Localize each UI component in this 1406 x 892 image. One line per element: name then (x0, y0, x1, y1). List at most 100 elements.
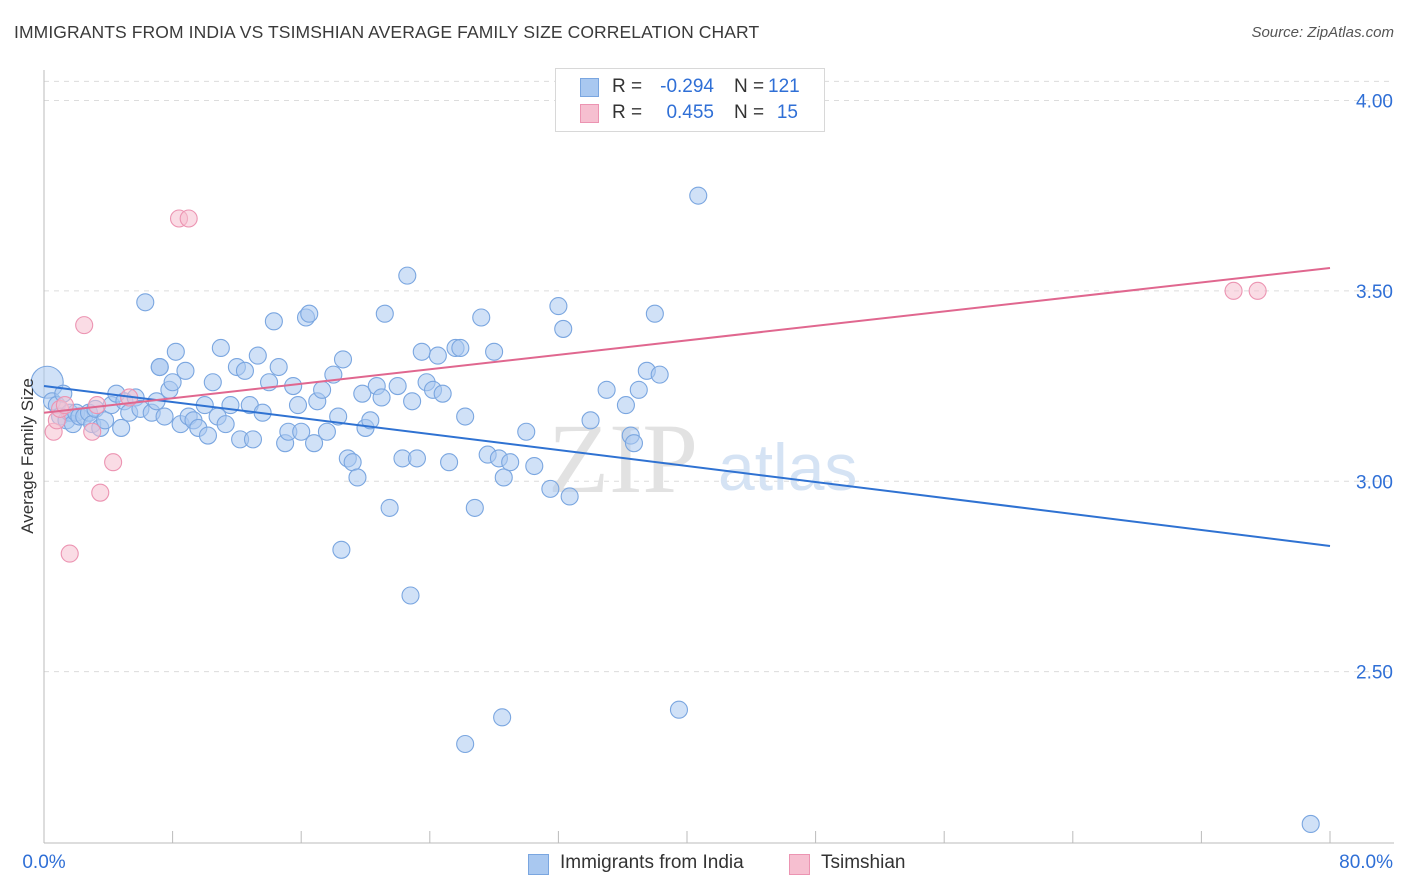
india-point (96, 411, 115, 430)
india-point (669, 700, 689, 719)
legend-swatch-blue (528, 854, 549, 875)
india-point (380, 498, 399, 517)
india-point (401, 586, 420, 605)
india-point (541, 479, 560, 498)
india-point (317, 422, 336, 441)
india-point (372, 388, 391, 407)
tsimshian-point (104, 453, 123, 472)
tsimshian-point (1224, 281, 1243, 300)
india-point (243, 430, 263, 449)
chart-title: IMMIGRANTS FROM INDIA VS TSIMSHIAN AVERA… (14, 22, 760, 42)
india-point (166, 342, 185, 361)
india-point (517, 422, 536, 441)
india-point (150, 357, 169, 377)
trend-lines (43, 267, 1331, 547)
legend-n-value: 15 (776, 102, 798, 123)
india-point (333, 350, 353, 369)
india-point (203, 373, 222, 392)
tsimshian-point (1248, 281, 1267, 300)
india-point (235, 361, 254, 380)
series-immigrants-from-india (30, 186, 1320, 834)
india-point (472, 308, 491, 327)
india-point (554, 319, 573, 338)
india-point (216, 415, 235, 434)
watermark-atlas: atlas (718, 430, 857, 504)
india-point (597, 380, 616, 399)
india-point (300, 304, 319, 323)
india-point (629, 380, 648, 399)
india-point (269, 357, 288, 377)
india-point (313, 380, 332, 399)
india-point (624, 434, 644, 453)
india-point (440, 453, 459, 472)
india-point (221, 396, 240, 415)
india-point (136, 293, 155, 312)
tsimshian-point (179, 209, 198, 228)
india-point (581, 411, 600, 430)
india-point (412, 342, 431, 361)
tsimshian-point (60, 544, 79, 563)
india-point (398, 266, 417, 285)
india-point (525, 456, 544, 476)
india-point (428, 346, 447, 365)
india-point (485, 342, 504, 361)
legend-label-india: Immigrants from India (560, 852, 744, 873)
y-tick-label: 3.50 (1356, 282, 1393, 303)
correlation-legend: R = -0.294 N = 121 R = 0.455 N = 15 (555, 68, 825, 132)
india-point (650, 365, 669, 384)
tsimshian-point (83, 422, 102, 441)
india-point (343, 453, 362, 472)
india-point (248, 346, 267, 365)
india-point (501, 453, 520, 472)
india-point (616, 396, 635, 415)
tsimshian-point (91, 483, 110, 502)
series-tsimshian (44, 209, 1267, 563)
india-point (163, 373, 182, 392)
source-credit: Source: ZipAtlas.com (1251, 24, 1394, 41)
y-tick-label: 2.50 (1356, 663, 1393, 684)
india-point (288, 396, 308, 415)
india-point (645, 304, 664, 323)
india-point (1301, 814, 1320, 834)
legend-swatch-pink (789, 854, 810, 875)
india-point (264, 312, 283, 331)
legend-r-value: -0.294 (660, 76, 714, 97)
india-point (211, 338, 230, 358)
y-tick-label: 3.00 (1356, 472, 1393, 493)
y-tick-label: 4.00 (1356, 91, 1393, 112)
tick-labels: 2.50 3.00 3.50 4.00 0.0% 80.0% (22, 91, 1393, 873)
india-trend-line (43, 385, 1331, 547)
legend-n-label: N = (734, 76, 765, 97)
legend-r-value: 0.455 (666, 102, 714, 123)
india-point (403, 392, 422, 411)
india-point (549, 297, 568, 316)
x-tick-label: 0.0% (22, 852, 65, 873)
legend-swatch-pink (580, 104, 599, 123)
india-point (494, 468, 513, 487)
india-point (361, 411, 380, 430)
india-point (689, 186, 708, 205)
legend-n-value: 121 (768, 76, 800, 97)
legend-row-india: R = -0.294 N = 121 (556, 75, 824, 101)
india-point (292, 422, 311, 441)
india-point (433, 384, 452, 403)
india-point (388, 377, 407, 396)
legend-r-label: R = (612, 102, 643, 123)
x-tick-label: 80.0% (1339, 852, 1393, 873)
india-point (176, 361, 195, 380)
legend-label-tsimshian: Tsimshian (821, 852, 906, 873)
legend-swatch-blue (580, 78, 599, 97)
india-point (407, 449, 426, 468)
series-legend: Immigrants from India Tsimshian (0, 851, 1406, 879)
india-point (348, 468, 367, 487)
india-point (456, 407, 475, 426)
india-point (375, 304, 394, 323)
india-point (560, 487, 579, 506)
axes (43, 70, 1394, 844)
india-point (155, 407, 174, 426)
india-point (465, 498, 484, 517)
india-point (198, 426, 218, 445)
india-point (332, 540, 351, 559)
india-point (112, 418, 131, 437)
